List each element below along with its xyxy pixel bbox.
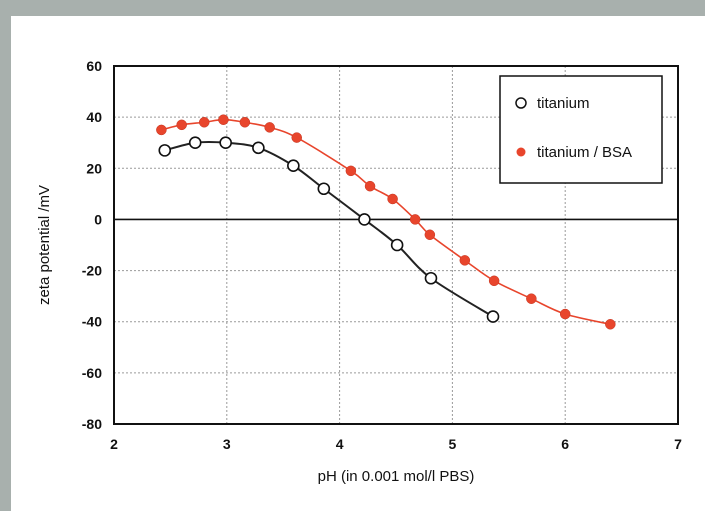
data-point-titanium-bsa <box>459 255 471 266</box>
data-point-titanium <box>486 310 500 323</box>
data-point-titanium <box>188 136 202 150</box>
data-point-titanium-bsa <box>291 132 302 143</box>
legend-box <box>499 75 663 184</box>
plot-border <box>113 65 679 425</box>
data-point-titanium-bsa <box>364 180 376 192</box>
x-tick-label: 5 <box>449 436 457 452</box>
y-tick-label: 20 <box>86 160 102 176</box>
data-point-titanium <box>219 136 232 150</box>
data-point-titanium <box>390 238 404 252</box>
y-axis-title: zeta potential /mV <box>36 185 53 305</box>
y-tick-label: -40 <box>82 314 102 330</box>
x-tick-label: 4 <box>336 436 344 452</box>
data-point-titanium <box>424 271 438 285</box>
legend-marker-titanium-bsa <box>516 147 526 157</box>
data-points <box>156 114 616 330</box>
data-point-titanium-bsa <box>264 122 275 133</box>
data-point-titanium-bsa <box>559 308 571 320</box>
data-point-titanium <box>158 144 172 157</box>
data-point-titanium-bsa <box>387 193 398 205</box>
y-tick-label: 40 <box>86 109 102 125</box>
curve-titanium <box>164 140 494 318</box>
data-point-titanium-bsa <box>488 275 500 287</box>
data-point-titanium-bsa <box>239 117 251 128</box>
legend-label-titanium: titanium <box>537 95 590 112</box>
data-point-titanium-bsa <box>605 319 616 330</box>
data-point-titanium-bsa <box>424 229 436 241</box>
zeta-potential-chart: 60 40 20 0 -20 -40 -60 -80 2 3 4 5 6 7 pH (in 0.001 … <box>36 58 682 485</box>
data-point-titanium <box>287 159 300 173</box>
plot-area-border <box>113 65 679 425</box>
data-point-titanium-bsa <box>218 114 229 125</box>
data-point-titanium-bsa <box>526 293 537 304</box>
data-point-titanium-bsa <box>198 117 210 128</box>
data-point-titanium <box>252 141 265 155</box>
data-point-titanium-bsa <box>409 214 421 225</box>
x-axis-title: pH (in 0.001 mol/l PBS) <box>318 468 475 485</box>
x-tick-labels: 2 3 4 5 6 7 <box>110 436 682 452</box>
y-tick-label: -20 <box>82 263 102 279</box>
legend-marker-titanium <box>515 97 527 109</box>
x-tick-label: 3 <box>223 436 231 452</box>
data-point-titanium-bsa <box>345 165 357 177</box>
y-tick-label: 0 <box>94 211 102 227</box>
figure-panel: 60 40 20 0 -20 -40 -60 -80 2 3 4 5 6 7 pH (in 0.001 … <box>11 16 705 511</box>
y-tick-label: -80 <box>82 416 102 432</box>
data-point-titanium-bsa <box>176 119 187 131</box>
data-point-titanium <box>317 182 331 196</box>
x-tick-label: 6 <box>561 436 569 452</box>
legend: titanium titanium / BSA <box>499 75 663 184</box>
legend-label-titanium-bsa: titanium / BSA <box>537 144 632 161</box>
data-point-titanium <box>358 213 371 226</box>
x-tick-label: 2 <box>110 436 118 452</box>
x-tick-label: 7 <box>674 436 682 452</box>
data-point-titanium-bsa <box>156 124 167 136</box>
y-tick-label: -60 <box>82 365 102 381</box>
y-tick-labels: 60 40 20 0 -20 -40 -60 -80 <box>82 58 102 432</box>
y-tick-label: 60 <box>86 58 102 74</box>
